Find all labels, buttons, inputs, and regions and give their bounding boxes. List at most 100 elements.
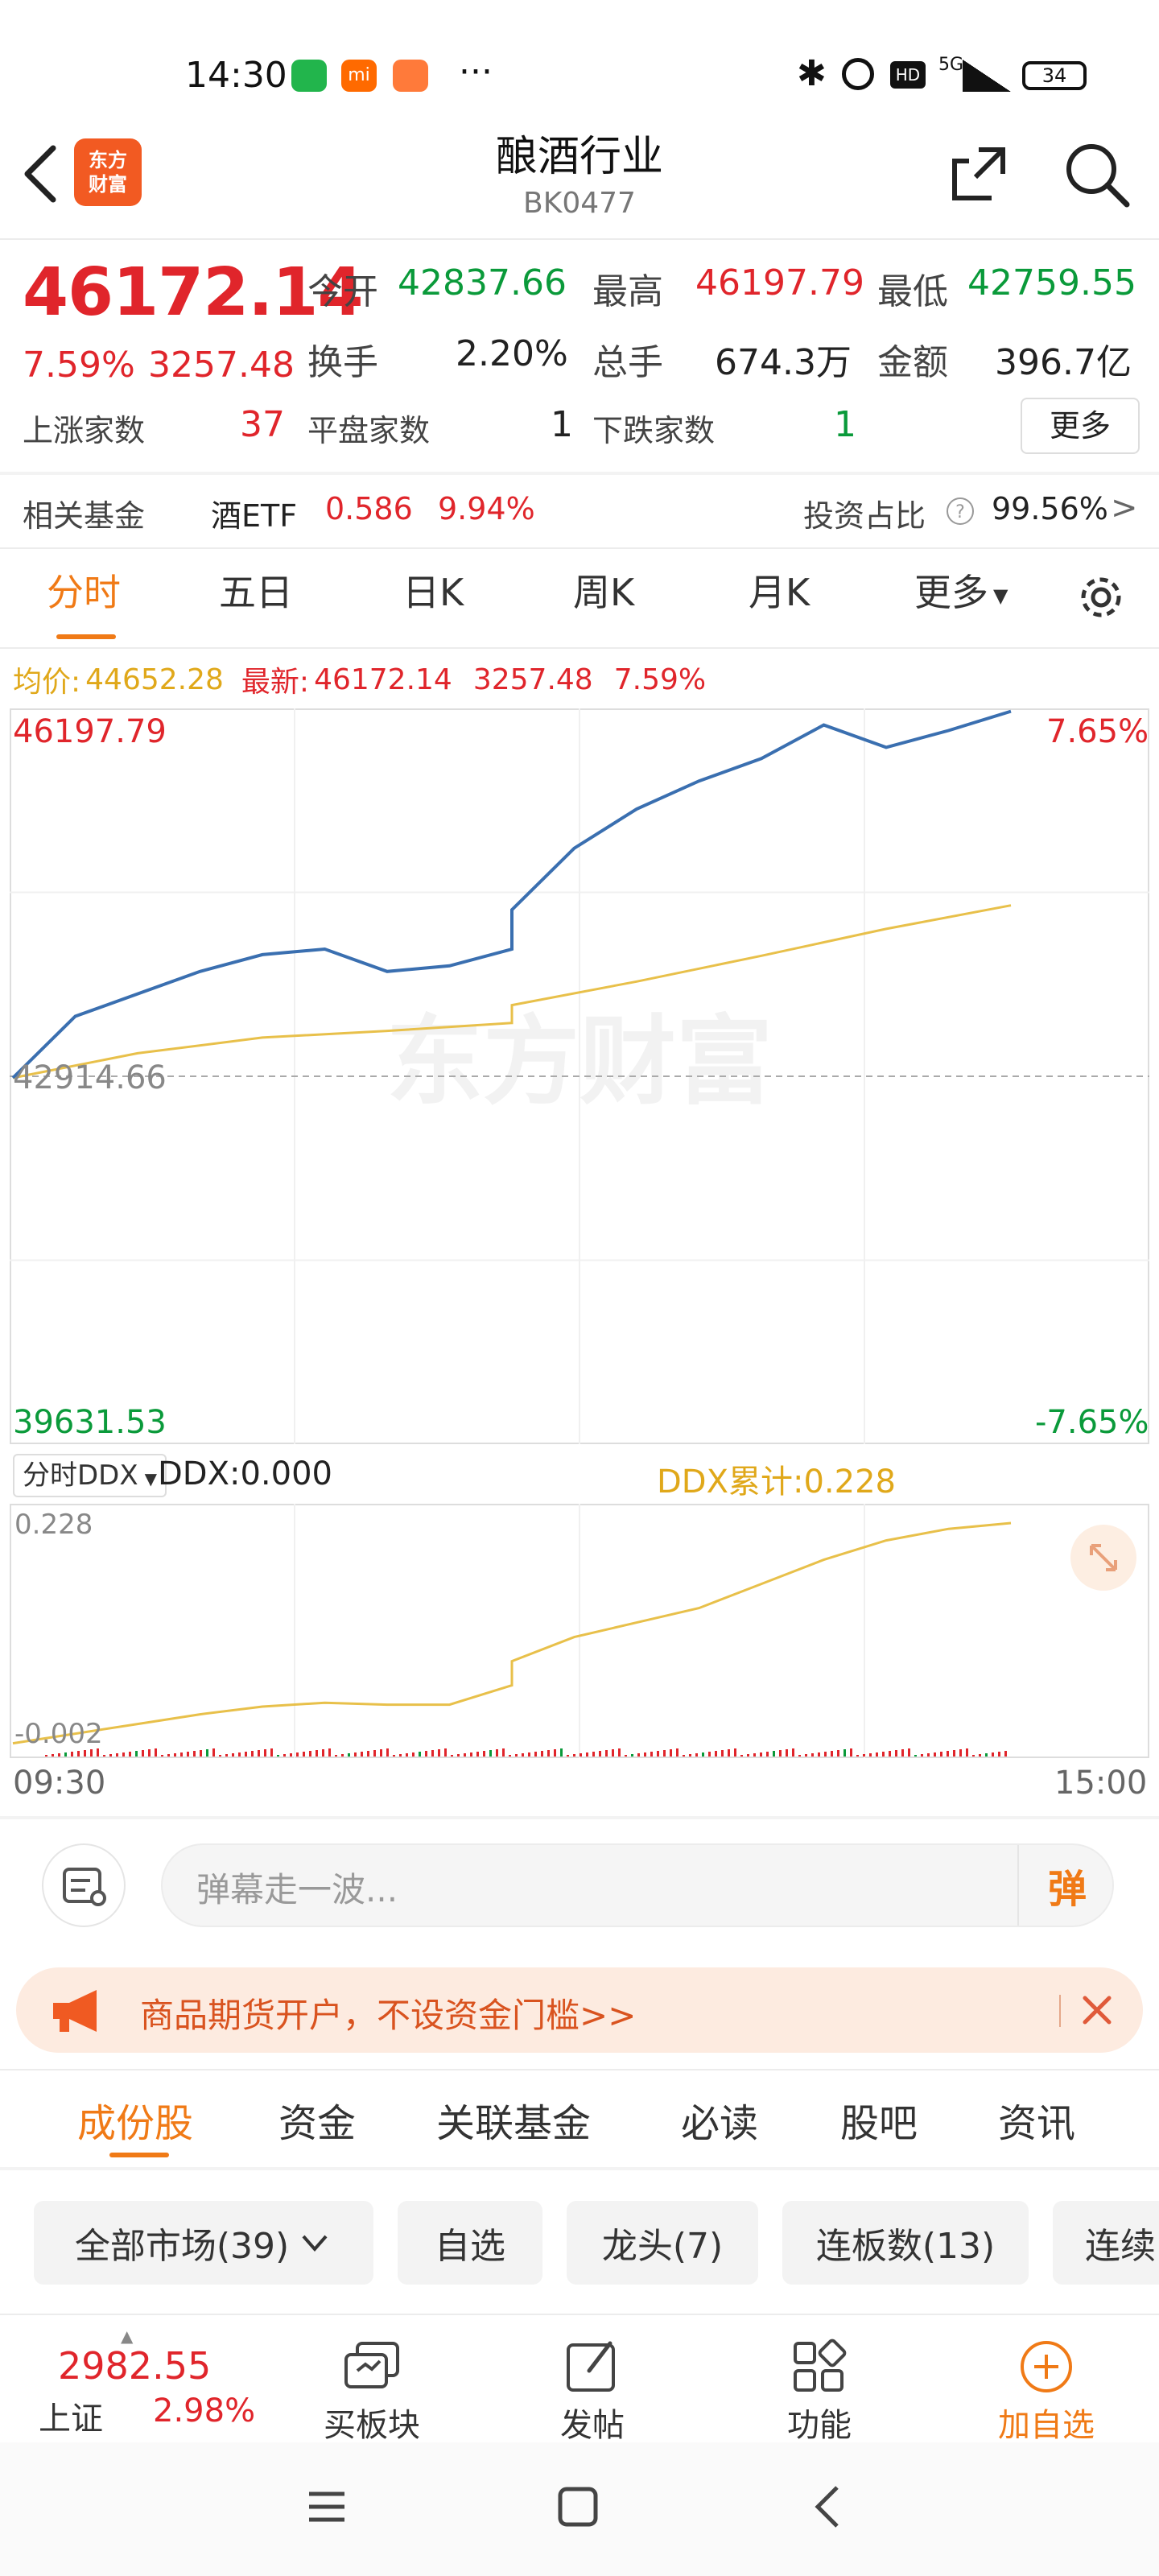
back-button[interactable] [18,142,66,206]
add-circle-icon [1021,2341,1072,2392]
danmaku-send-button[interactable]: 弹 [1017,1845,1116,1926]
chip-consecutive[interactable]: 连续 [1053,2201,1159,2285]
ddx-bar [373,1750,376,1757]
ddx-bar [515,1754,518,1757]
ddx-bar [683,1755,685,1757]
index-ticker[interactable]: ▲ 2982.55 上证 2.98% [32,2326,274,2438]
danmaku-toggle-button[interactable] [42,1843,126,1927]
ddx-bar [148,1749,151,1757]
ddx-bar [470,1752,472,1757]
chip-all-markets[interactable]: 全部市场(39) [34,2201,373,2285]
ddx-bar [605,1750,608,1757]
nav-functions[interactable]: 功能 [747,2334,892,2446]
tab-week-k[interactable]: 周K [573,571,635,614]
menu-icon[interactable] [303,2483,351,2531]
fund-ratio-label: 投资占比 [803,498,926,534]
ddx-bar [296,1752,299,1757]
dropdown-caret-icon: ▼ [993,584,1008,607]
ddx-bar [457,1754,460,1757]
ddx-bar [412,1752,415,1757]
nav-functions-label: 功能 [787,2407,852,2444]
ddx-bar [567,1755,569,1757]
tab-five-day[interactable]: 五日 [219,571,293,614]
segment-constituents[interactable]: 成份股 [77,2101,194,2146]
chip-watchlist[interactable]: 自选 [398,2201,542,2285]
ddx-bar [837,1750,839,1757]
expand-button[interactable] [1070,1525,1136,1591]
ddx-y-top: 0.228 [14,1509,93,1541]
more-dots: ··· [459,52,493,93]
ddx-bar [386,1748,389,1757]
fund-label: 相关基金 [23,498,146,534]
ddx-selector[interactable]: 分时DDX ▼ [13,1454,167,1497]
ddx-bar [560,1748,563,1757]
ddx-bar [77,1751,80,1757]
help-icon[interactable]: ? [947,497,974,525]
ddx-bar [728,1749,730,1757]
fund-arrow[interactable]: > [1111,489,1138,526]
low-value: 42759.55 [967,262,1136,303]
ddx-bar [406,1753,408,1757]
ddx-bar [341,1754,344,1757]
intraday-price-chart[interactable]: 东方财富 [10,708,1149,1444]
segment-news[interactable]: 资讯 [998,2101,1076,2146]
ddx-bar [97,1748,99,1757]
danmaku-input[interactable]: 弹幕走一波... 弹 [161,1843,1114,1927]
tab-day-k[interactable]: 日K [402,571,464,614]
ddx-bar [270,1748,273,1757]
ddx-bar [573,1754,575,1757]
index-name: 上证 [39,2401,103,2438]
home-icon[interactable] [554,2483,602,2531]
fund-name[interactable]: 酒ETF [211,498,298,534]
segment-must-read[interactable]: 必读 [681,2101,759,2146]
tab-more[interactable]: 更多 ▼ [914,564,1008,617]
battery-icon: 34 [1022,61,1087,90]
fund-price: 0.586 [325,491,413,526]
nav-buy-board[interactable]: 买板块 [299,2334,444,2446]
ddx-bar [1004,1751,1007,1757]
back-icon[interactable] [805,2483,853,2531]
ddx-bar [142,1750,144,1757]
close-icon[interactable] [1069,1982,1125,2038]
ddx-bar [670,1749,672,1757]
ddx-bar [650,1752,653,1757]
share-button[interactable] [947,142,1011,206]
change-abs: 3257.48 [148,345,295,386]
ddx-chart[interactable] [10,1504,1149,1758]
ddx-bar [618,1748,621,1757]
last-label: 最新: [241,666,310,699]
app-logo: 东方 财富 [74,138,142,206]
segment-funds-flow[interactable]: 资金 [278,2101,357,2146]
tab-intraday[interactable]: 分时 [47,571,121,614]
nav-post[interactable]: 发帖 [520,2334,665,2446]
ddx-bar [425,1751,427,1757]
settings-button[interactable] [1075,572,1127,623]
ddx-bar [380,1749,382,1757]
more-button[interactable]: 更多 [1021,398,1140,454]
status-bar: 14:30 mi ··· ✱ HD 5G 34 [0,48,1159,105]
tab-month-k[interactable]: 月K [749,571,810,614]
ddx-bar [843,1749,846,1757]
status-time: 14:30 [185,55,287,96]
promo-banner[interactable]: 商品期货开户，不设资金门槛>> [16,1967,1143,2053]
ddx-bar [206,1749,208,1757]
high-value: 46197.79 [695,262,864,303]
chart-legend: 均价: 44652.28 最新: 46172.14 3257.48 7.59% [13,658,706,700]
ddx-bar [689,1754,691,1757]
ddx-bar [84,1750,86,1757]
nav-add-watchlist[interactable]: 加自选 [974,2334,1119,2446]
dropdown-caret-icon: ▼ [144,1469,158,1488]
network-label: 5G [938,55,964,75]
ddx-bar [438,1749,440,1757]
segment-related-funds[interactable]: 关联基金 [436,2101,592,2146]
ddx-bar [824,1752,827,1757]
ddx-bar [541,1751,543,1757]
ddx-bar [940,1752,942,1757]
chip-leaders[interactable]: 龙头(7) [567,2201,758,2285]
chart-high-label: 46197.79 [13,713,167,750]
search-button[interactable] [1061,138,1133,211]
chip-limit-up-boards[interactable]: 连板数(13) [782,2201,1029,2285]
segment-forum[interactable]: 股吧 [840,2101,918,2146]
ddx-bar [921,1754,923,1757]
ddx-y-bottom: -0.002 [14,1718,103,1750]
